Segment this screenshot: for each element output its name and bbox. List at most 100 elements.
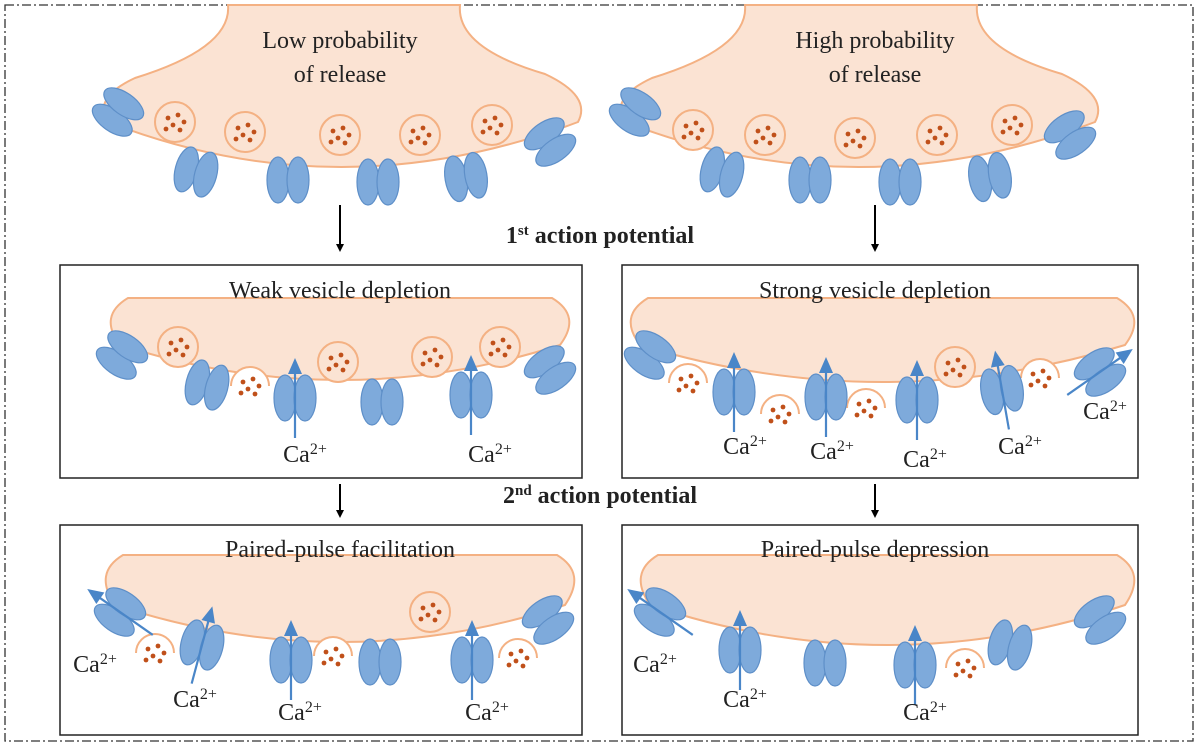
cargo: [943, 371, 949, 377]
ion-charge: 2+: [305, 699, 322, 716]
cargo: [771, 132, 777, 138]
cargo: [971, 665, 977, 671]
cargo: [845, 131, 851, 137]
channel: [718, 610, 762, 690]
fused-vesicle: [846, 388, 886, 419]
channel: [1043, 110, 1097, 160]
ion-flow-head: [201, 606, 215, 624]
fused-vesicle-body: [230, 366, 270, 387]
cargo: [856, 401, 862, 407]
cargo: [506, 662, 512, 668]
channel: [523, 117, 577, 167]
cargo: [1018, 122, 1024, 128]
terminal: [629, 297, 1136, 383]
channel: [184, 359, 230, 411]
cargo: [420, 361, 426, 367]
cargo: [950, 367, 956, 373]
fused-vesicle: [230, 366, 270, 397]
channel-unit: [712, 368, 736, 416]
channel: [95, 330, 149, 380]
vesicle: [744, 114, 786, 156]
ion-charge: 2+: [1025, 433, 1042, 450]
channel-unit: [824, 373, 848, 421]
channel: [788, 156, 832, 204]
channel-unit: [293, 374, 317, 422]
panel-box: [59, 264, 583, 479]
cargo: [157, 658, 163, 664]
cargo: [150, 653, 156, 659]
terminal: [639, 554, 1136, 646]
channel: [712, 352, 756, 432]
terminal: [104, 554, 576, 643]
cargo: [855, 128, 861, 134]
ion-charge: 2+: [310, 441, 327, 458]
cargo: [861, 135, 867, 141]
cargo: [1012, 115, 1018, 121]
panel-title: Weak vesicle depletion: [229, 278, 451, 304]
cargo: [965, 658, 971, 664]
vesicle: [471, 104, 513, 146]
channel: [358, 638, 402, 686]
ion-label: Ca2+: [278, 699, 322, 727]
cargo: [939, 140, 945, 146]
cargo: [524, 655, 530, 661]
cargo: [166, 351, 172, 357]
vesicle: [399, 114, 441, 156]
channel-unit: [718, 151, 745, 198]
vesicle: [479, 326, 521, 368]
channel-unit: [266, 156, 290, 204]
vesicle: [409, 591, 451, 633]
cargo: [482, 118, 488, 124]
cargo: [967, 673, 973, 679]
channel-unit: [535, 133, 577, 167]
step-text: action potential: [538, 483, 698, 509]
fused-vesicle: [498, 638, 538, 669]
cargo: [240, 379, 246, 385]
channel: [1073, 595, 1127, 645]
cargo: [683, 123, 689, 129]
ion-base: Ca: [723, 434, 750, 460]
channel-unit: [915, 376, 939, 424]
ion-flow: [636, 595, 694, 636]
cargo: [955, 661, 961, 667]
vesicle-body: [319, 114, 361, 156]
cargo: [693, 120, 699, 126]
vesicle-body: [471, 104, 513, 146]
ion-label: Ca2+: [73, 651, 117, 679]
channel: [803, 639, 847, 687]
cargo: [432, 347, 438, 353]
cargo: [143, 657, 149, 663]
channel: [521, 595, 575, 645]
cargo: [155, 643, 161, 649]
ion-charge: 2+: [100, 651, 117, 668]
ion-charge: 2+: [930, 446, 947, 463]
ion-flow-head: [87, 589, 105, 604]
step-text: action potential: [535, 223, 695, 249]
cargo: [932, 135, 938, 141]
cargo: [488, 351, 494, 357]
channel-unit: [620, 87, 662, 121]
cargo: [328, 139, 334, 145]
vesicle-body: [744, 114, 786, 156]
cargo: [850, 138, 856, 144]
cargo: [953, 672, 959, 678]
cargo: [768, 418, 774, 424]
fused-vesicle-body: [1020, 358, 1060, 379]
cargo: [786, 411, 792, 417]
cargo: [245, 122, 251, 128]
channel-unit: [376, 158, 400, 206]
cargo: [240, 132, 246, 138]
cargo: [755, 128, 761, 134]
channel-unit: [808, 156, 832, 204]
cargo: [782, 419, 788, 425]
cargo: [868, 413, 874, 419]
ion-flow-head: [465, 620, 479, 636]
cargo: [960, 668, 966, 674]
channel-unit: [732, 368, 756, 416]
channel-unit: [380, 378, 404, 426]
terminal: [102, 4, 583, 168]
vesicle: [916, 114, 958, 156]
ion-charge: 2+: [837, 438, 854, 455]
release-label: High probability: [795, 28, 954, 54]
